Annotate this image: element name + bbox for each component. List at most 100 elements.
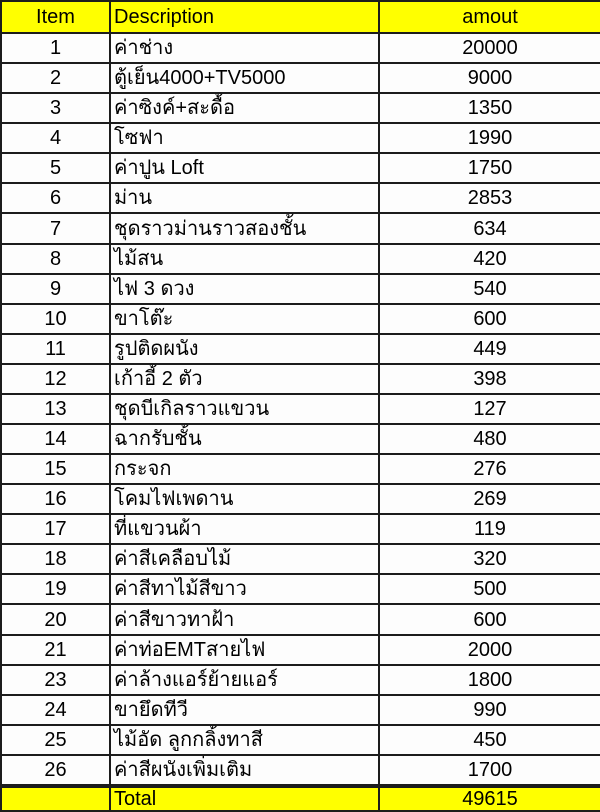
description-cell[interactable]: โคมไฟเพดาน xyxy=(109,483,380,516)
item-cell[interactable]: 1 xyxy=(0,31,111,65)
item-cell[interactable]: 9 xyxy=(0,272,111,305)
table-row: 18 ค่าสีเคลือบไม้ 320 xyxy=(0,543,600,576)
table-row: 8 ไม้สน 420 xyxy=(0,242,600,275)
description-cell[interactable]: โซฟา xyxy=(109,122,380,155)
description-cell[interactable]: รูปติดผนัง xyxy=(109,332,380,365)
description-cell[interactable]: ค่าปูน Loft xyxy=(109,152,380,185)
total-label-cell[interactable]: Total xyxy=(109,786,380,812)
item-cell[interactable]: 5 xyxy=(0,152,111,185)
description-cell[interactable]: ค่าซิงค์+สะดื้อ xyxy=(109,92,380,125)
item-cell[interactable]: 3 xyxy=(0,92,111,125)
item-cell[interactable]: 21 xyxy=(0,633,111,666)
amount-cell[interactable]: 1750 xyxy=(378,152,600,185)
amount-cell[interactable]: 127 xyxy=(378,392,600,426)
table-row: 20 ค่าสีขาวทาฝ้า 600 xyxy=(0,603,600,636)
empty-row xyxy=(0,784,600,788)
description-cell[interactable]: ค่าสีขาวทาฝ้า xyxy=(109,603,380,636)
amount-cell[interactable]: 320 xyxy=(378,543,600,576)
item-cell[interactable]: 6 xyxy=(0,182,111,215)
description-cell[interactable]: ค่าล้างแอร์ย้ายแอร์ xyxy=(109,663,380,696)
total-item-cell[interactable] xyxy=(0,786,111,812)
amount-cell[interactable]: 500 xyxy=(378,573,600,606)
table-row: 6 ม่าน 2853 xyxy=(0,182,600,215)
amount-cell[interactable]: 1350 xyxy=(378,92,600,125)
item-cell[interactable]: 14 xyxy=(0,423,111,456)
description-cell[interactable]: ฉากรับชั้น xyxy=(109,423,380,456)
item-cell[interactable]: 2 xyxy=(0,62,111,95)
header-description[interactable]: Description xyxy=(109,0,380,34)
description-cell[interactable]: ค่าสีทาไม้สีขาว xyxy=(109,573,380,606)
amount-cell[interactable]: 1990 xyxy=(378,122,600,155)
item-cell[interactable]: 25 xyxy=(0,723,111,756)
item-cell[interactable]: 19 xyxy=(0,573,111,606)
item-cell[interactable]: 23 xyxy=(0,663,111,696)
amount-cell[interactable]: 990 xyxy=(378,693,600,726)
item-cell[interactable]: 7 xyxy=(0,212,111,245)
description-cell[interactable]: ไม้อัด ลูกกลิ้งทาสี xyxy=(109,723,380,756)
item-cell[interactable]: 10 xyxy=(0,302,111,335)
item-cell[interactable]: 17 xyxy=(0,513,111,546)
amount-cell[interactable]: 450 xyxy=(378,723,600,756)
amount-cell[interactable]: 398 xyxy=(378,362,600,395)
amount-cell[interactable]: 1700 xyxy=(378,753,600,787)
description-cell[interactable]: ค่าท่อEMTสายไฟ xyxy=(109,633,380,666)
item-cell[interactable]: 4 xyxy=(0,122,111,155)
total-amount-cell[interactable]: 49615 xyxy=(378,786,600,812)
description-cell[interactable]: ไฟ 3 ดวง xyxy=(109,272,380,305)
description-cell[interactable]: ที่แขวนผ้า xyxy=(109,513,380,546)
item-cell[interactable]: 18 xyxy=(0,543,111,576)
description-cell[interactable]: ค่าสีเคลือบไม้ xyxy=(109,543,380,576)
amount-cell[interactable]: 9000 xyxy=(378,62,600,95)
item-cell[interactable]: 12 xyxy=(0,362,111,395)
description-cell[interactable]: ชุดบีเกิลราวแขวน xyxy=(109,392,380,426)
table-row: 13 ชุดบีเกิลราวแขวน 127 xyxy=(0,392,600,426)
amount-cell[interactable]: 480 xyxy=(378,423,600,456)
amount-cell[interactable]: 634 xyxy=(378,212,600,245)
table-row: 24 ขายึดทีวี 990 xyxy=(0,693,600,726)
amount-cell[interactable]: 540 xyxy=(378,272,600,305)
amount-cell[interactable]: 600 xyxy=(378,603,600,636)
description-cell[interactable]: ชุดราวม่านราวสองชั้น xyxy=(109,212,380,245)
amount-cell[interactable]: 20000 xyxy=(378,31,600,65)
table-row: 12 เก้าอี้ 2 ตัว 398 xyxy=(0,362,600,395)
amount-cell[interactable]: 119 xyxy=(378,513,600,546)
amount-cell[interactable]: 1800 xyxy=(378,663,600,696)
amount-cell[interactable]: 420 xyxy=(378,242,600,275)
amount-cell[interactable]: 2000 xyxy=(378,633,600,666)
item-cell[interactable]: 20 xyxy=(0,603,111,636)
amount-cell[interactable]: 276 xyxy=(378,453,600,486)
table-row: 16 โคมไฟเพดาน 269 xyxy=(0,483,600,516)
description-cell[interactable]: ค่าสีผนังเพิ่มเติม xyxy=(109,753,380,787)
header-row: Item Description amout xyxy=(0,0,600,34)
table-row: 4 โซฟา 1990 xyxy=(0,122,600,155)
description-cell[interactable]: กระจก xyxy=(109,453,380,486)
item-cell[interactable]: 8 xyxy=(0,242,111,275)
amount-cell[interactable]: 269 xyxy=(378,483,600,516)
item-cell[interactable]: 26 xyxy=(0,753,111,787)
item-cell[interactable]: 15 xyxy=(0,453,111,486)
description-cell[interactable]: ม่าน xyxy=(109,182,380,215)
table-row: 2 ตู้เย็น4000+TV5000 9000 xyxy=(0,62,600,95)
item-cell[interactable]: 11 xyxy=(0,332,111,365)
description-cell[interactable]: ไม้สน xyxy=(109,242,380,275)
table-row: 21 ค่าท่อEMTสายไฟ 2000 xyxy=(0,633,600,666)
description-cell[interactable]: ขาโต๊ะ xyxy=(109,302,380,335)
empty-description-cell[interactable] xyxy=(109,784,380,788)
header-item[interactable]: Item xyxy=(0,0,111,34)
header-amount[interactable]: amout xyxy=(378,0,600,34)
item-cell[interactable]: 16 xyxy=(0,483,111,516)
description-cell[interactable]: ตู้เย็น4000+TV5000 xyxy=(109,62,380,95)
amount-cell[interactable]: 600 xyxy=(378,302,600,335)
item-cell[interactable]: 24 xyxy=(0,693,111,726)
empty-item-cell[interactable] xyxy=(0,784,111,788)
amount-cell[interactable]: 2853 xyxy=(378,182,600,215)
description-cell[interactable]: เก้าอี้ 2 ตัว xyxy=(109,362,380,395)
description-cell[interactable]: ขายึดทีวี xyxy=(109,693,380,726)
amount-cell[interactable]: 449 xyxy=(378,332,600,365)
total-row: Total 49615 xyxy=(0,786,600,812)
item-cell[interactable]: 13 xyxy=(0,392,111,426)
description-cell[interactable]: ค่าช่าง xyxy=(109,31,380,65)
table-row: 3 ค่าซิงค์+สะดื้อ 1350 xyxy=(0,92,600,125)
table-row: 17 ที่แขวนผ้า 119 xyxy=(0,513,600,546)
